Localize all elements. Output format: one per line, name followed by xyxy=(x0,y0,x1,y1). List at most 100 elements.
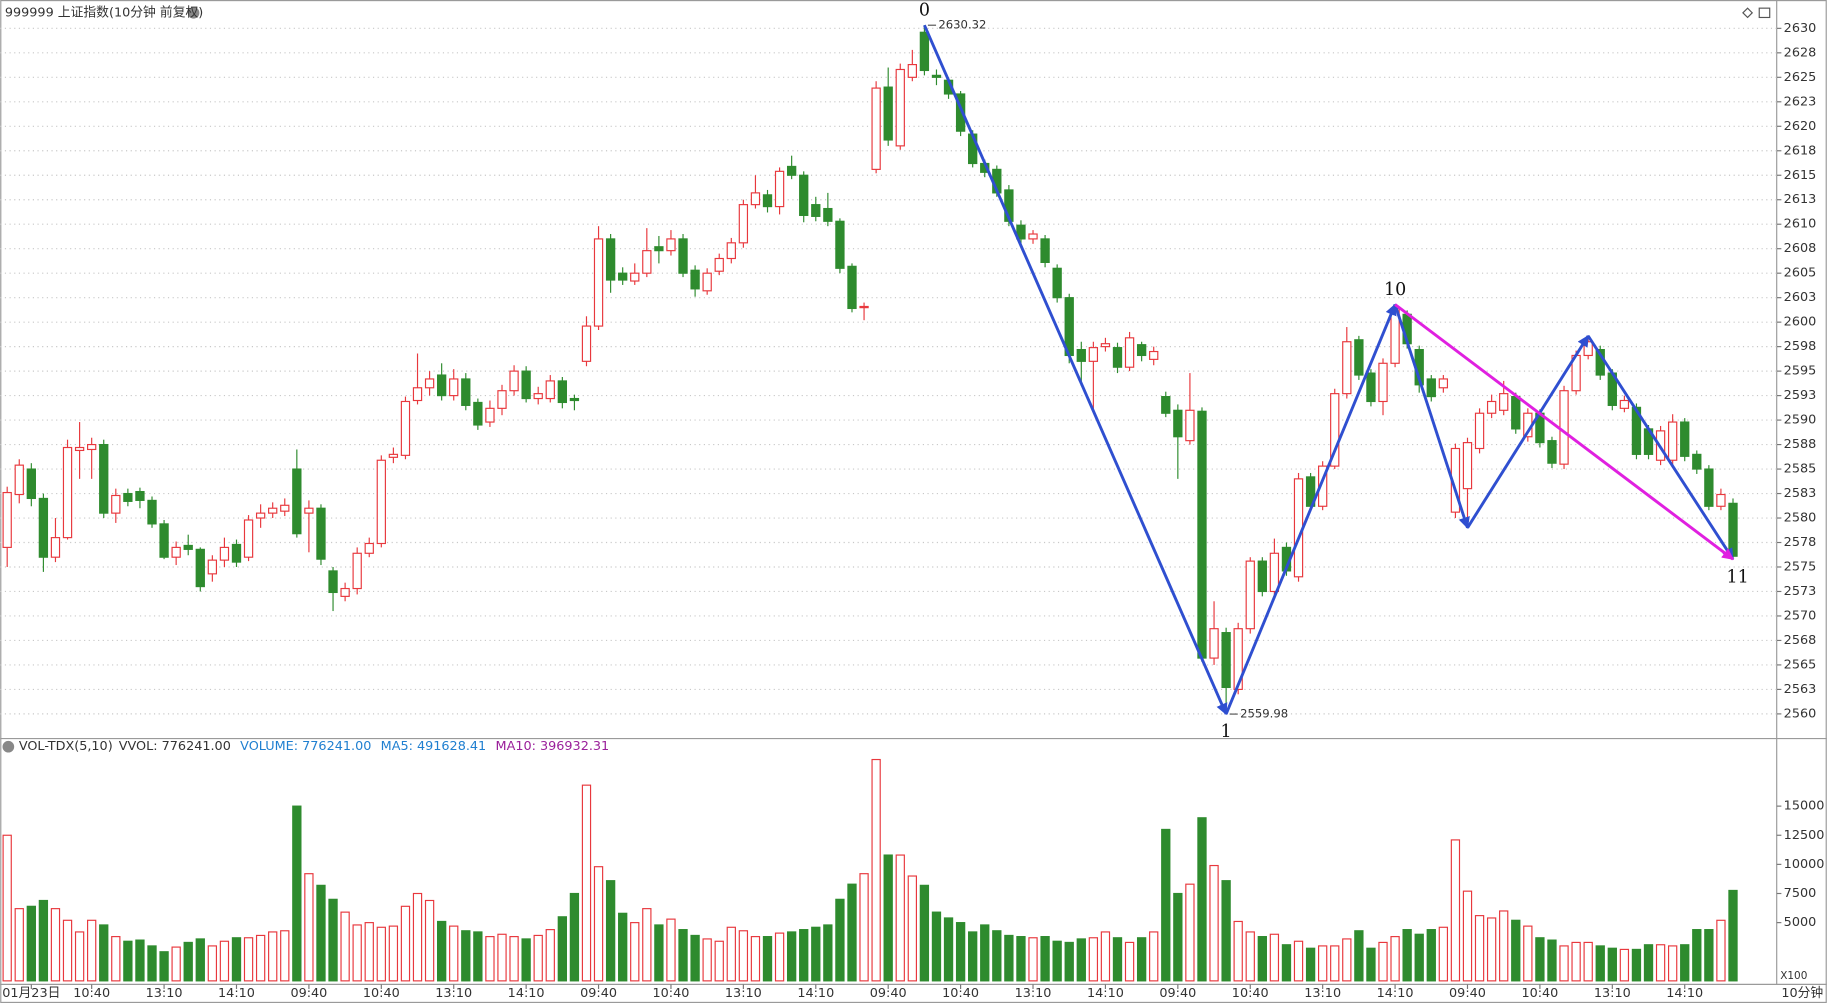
candle-body xyxy=(376,459,386,545)
candle-body xyxy=(847,265,857,310)
candle-body xyxy=(581,325,592,362)
y-tick-label: 2625 xyxy=(1784,70,1817,85)
x-tick-label: 09:40 xyxy=(580,986,617,1001)
chart-title: 999999 上证指数(10分钟 前复权) xyxy=(5,4,203,20)
candle-body xyxy=(123,492,133,502)
volume-bar xyxy=(1704,929,1714,982)
volume-bar xyxy=(388,925,399,982)
candle-body xyxy=(87,443,97,451)
candle-body xyxy=(231,543,242,563)
x-tick-label: 09:40 xyxy=(870,986,907,1001)
candle-body xyxy=(907,64,917,78)
x-tick-label: 14:10 xyxy=(218,986,255,1001)
candle-body xyxy=(738,204,749,244)
volume-bar xyxy=(762,936,773,982)
volume-bar xyxy=(786,931,797,982)
candle-body xyxy=(1378,362,1388,403)
volume-bar xyxy=(750,936,761,982)
volume-bar xyxy=(1390,936,1400,982)
volume-bar xyxy=(74,931,85,982)
volume-bar xyxy=(968,931,978,982)
candle-body xyxy=(569,397,580,402)
candle-body xyxy=(859,305,869,309)
volume-bar xyxy=(1559,945,1569,982)
x-tick-label: 10:40 xyxy=(1521,986,1558,1001)
x-tick-label: 14:10 xyxy=(1087,986,1124,1001)
volume-bar xyxy=(1643,944,1654,982)
candle-body xyxy=(14,464,24,496)
candle-body xyxy=(1511,396,1521,430)
volume-bar xyxy=(955,922,966,982)
volume-bar xyxy=(895,854,905,982)
candle-body xyxy=(1076,348,1086,362)
volume-bar xyxy=(1305,947,1316,982)
volume-bar xyxy=(847,883,857,982)
candle-body xyxy=(678,238,688,274)
candle-body xyxy=(340,587,350,597)
volume-bar xyxy=(1269,933,1280,982)
candle-body xyxy=(1233,628,1243,690)
y-tick-label: 2568 xyxy=(1784,633,1817,648)
candle-body xyxy=(931,74,942,78)
volume-bar xyxy=(666,918,676,982)
candle-body xyxy=(280,504,290,512)
candle-body xyxy=(485,407,495,423)
x-tick-label: 09:40 xyxy=(1449,986,1486,1001)
volume-bar xyxy=(1342,938,1352,982)
candle-body xyxy=(2,491,12,548)
menu-icon[interactable] xyxy=(187,6,200,19)
volume-bar xyxy=(557,916,568,982)
candle-body xyxy=(74,446,85,452)
candle-body xyxy=(400,400,411,456)
volume-bar xyxy=(352,924,362,982)
volume-bar xyxy=(907,875,917,982)
volume-bar xyxy=(62,919,73,982)
candle-body xyxy=(1366,372,1376,403)
volume-bar xyxy=(461,930,471,982)
window-icon[interactable] xyxy=(1758,7,1771,19)
volume-bar xyxy=(1438,926,1449,982)
candle-body xyxy=(811,204,821,217)
volume-bar xyxy=(678,929,688,982)
trend-line xyxy=(1586,335,1735,561)
unit-label: X100 xyxy=(1780,970,1807,982)
volume-bar xyxy=(690,934,700,982)
candle-body xyxy=(1161,396,1171,414)
candle-body xyxy=(171,546,181,558)
volume-bar xyxy=(376,926,386,982)
volume-bar xyxy=(1052,940,1062,982)
candle-body xyxy=(243,519,254,558)
y-tick-label: 2578 xyxy=(1784,535,1817,550)
volume-bar xyxy=(1197,817,1207,982)
volume-bar xyxy=(871,758,881,982)
y-tick-label: 2605 xyxy=(1784,266,1817,281)
candle-body xyxy=(1716,493,1726,507)
candle-body xyxy=(1209,628,1219,659)
volume-bar xyxy=(111,936,121,982)
candle-body xyxy=(690,269,700,290)
volume-bar xyxy=(1680,944,1690,982)
volume-bar xyxy=(1523,925,1533,982)
volume-bar xyxy=(630,922,640,982)
y-tick-label: 2623 xyxy=(1784,94,1817,109)
volume-bar xyxy=(654,924,664,982)
volume-bar xyxy=(304,873,314,982)
volume-bar xyxy=(1257,936,1267,982)
volume-bar xyxy=(1426,929,1436,982)
shape-icon[interactable] xyxy=(1742,7,1754,19)
candle-body xyxy=(328,570,338,594)
candle-body xyxy=(1354,339,1364,376)
candle-body xyxy=(461,378,471,406)
stat-label: MA10: 396932.31 xyxy=(496,739,610,754)
y-tick-label: 2593 xyxy=(1784,388,1817,403)
x-tick-label: 10:40 xyxy=(363,986,400,1001)
volume-bar xyxy=(1209,864,1219,982)
candle-body xyxy=(1028,233,1038,240)
candle-body xyxy=(509,370,519,392)
y-tick-label: 10000 xyxy=(1784,857,1825,872)
volume-bar xyxy=(1607,947,1617,982)
candle-body xyxy=(268,507,278,514)
menu-icon[interactable] xyxy=(2,740,15,753)
candle-body xyxy=(1692,453,1702,470)
